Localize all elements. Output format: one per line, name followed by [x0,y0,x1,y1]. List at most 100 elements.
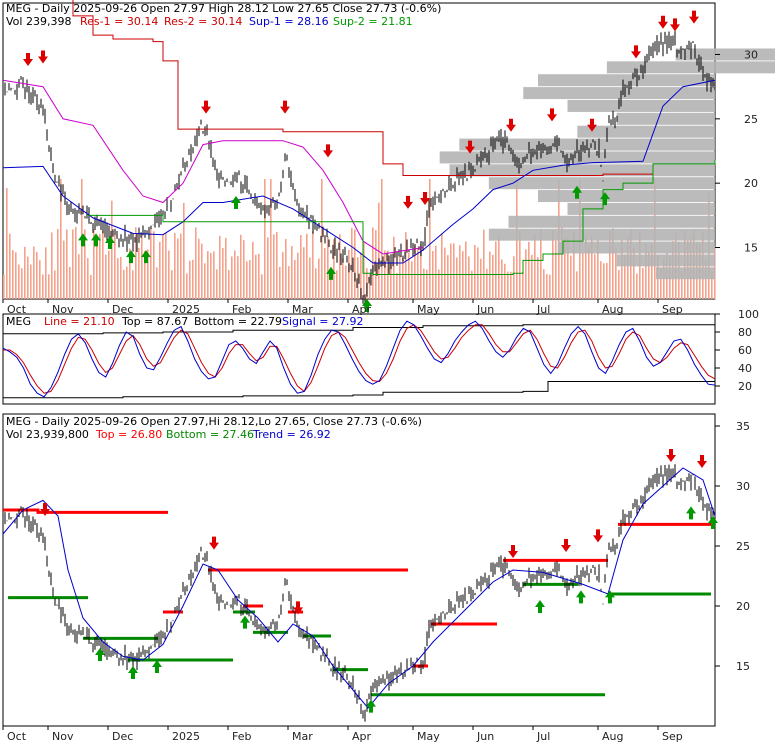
volume-bar [381,179,383,299]
volume-bar [522,271,524,299]
volume-bar [519,230,521,299]
support-2-line [88,160,716,276]
x-tick-label: Mar [292,303,313,316]
stochastic-y-tick-label: 20 [738,380,752,393]
stochastic-y-tick-label: 60 [738,344,752,357]
volume-bar [507,271,509,299]
x-tick-label: Jul [536,730,550,743]
volume-bar [120,256,122,299]
volume-bar [165,232,167,299]
volume-bar [441,233,443,299]
x-tick-label: Feb [232,303,251,316]
volume-bar [591,236,593,299]
volume-bar [474,244,476,299]
volume-bar [162,235,164,299]
volume-bar [189,260,191,299]
trend-buy-arrow [152,660,162,673]
volume-profile-bar [577,125,715,138]
volume-bar [402,258,404,299]
volume-bar [33,246,35,299]
x-tick-label: Mar [292,730,313,743]
volume-bar [48,274,50,299]
x-tick-label: Jun [476,303,494,316]
stochastic-top-label: Top = 87.67 [121,315,188,328]
volume-bar [147,249,149,299]
sell-arrow [587,118,597,132]
x-tick-label: Oct [7,303,27,316]
volume-bar [435,245,437,299]
price-y-tick-label: 25 [744,113,758,126]
trend-signal-arrows [40,449,718,713]
volume-bar [111,200,113,299]
volume-bar [264,179,266,299]
volume-bar [285,238,287,299]
volume-bar [30,264,32,299]
sell-arrow [23,53,33,67]
volume-bar [354,229,356,299]
stochastic-panel: 20 40 60 80 100 MEG Line = 21.10 Top = 87.67… [2,308,759,405]
price-y-tick-label: 20 [744,177,758,190]
volume-bar [303,247,305,299]
volume-bar [414,245,416,299]
stochastic-y-axis: 20 40 60 80 100 [715,308,759,393]
trend-sell-arrow [697,455,707,468]
volume-bar [483,229,485,299]
trend-x-axis: Oct Nov Dec 2025 Feb Mar Apr May Jun Jul Aug Sep [2,726,683,743]
volume-bar [108,250,110,299]
volume-bar [375,230,377,299]
res1-label: Res-1 = 30.14 [80,15,158,28]
volume-bar [390,262,392,299]
volume-bar [336,270,338,299]
volume-bar [42,274,44,299]
price-y-tick-label: 15 [744,242,758,255]
volume-bar [618,270,620,299]
price-y-tick-label: 30 [744,48,758,61]
x-tick-label: Jun [476,730,494,743]
volume-bar [222,248,224,299]
trend-buy-arrow [686,506,696,520]
volume-bar [636,273,638,299]
volume-bar [480,258,482,299]
volume-bar [369,274,371,299]
volume-bar [492,254,494,299]
volume-bar [297,252,299,299]
trend-volume-label: Vol 23,939,800 [6,428,89,441]
stochastic-name: MEG [6,315,31,328]
volume-bar [321,179,323,299]
volume-bar [309,257,311,299]
volume-bar [135,227,137,299]
volume-bar [357,257,359,299]
volume-bar [552,230,554,299]
trend-buy-arrow [708,516,718,529]
volume-bar [159,241,161,299]
volume-bar [351,227,353,299]
volume-bar [261,274,263,299]
volume-bar [51,232,53,299]
sell-arrow [38,50,48,64]
volume-bar [294,259,296,299]
volume-profile-bar [567,99,715,112]
price-indicator-lines [2,0,716,308]
trend-buy-arrow [535,600,545,613]
volume-bar [291,245,293,299]
stochastic-top-line [3,324,716,335]
stochastic-main-line [2,320,716,398]
stochastic-y-tick-label: 80 [738,326,752,339]
volume-bar [306,233,308,299]
volume-profile-bar [508,215,715,228]
volume-profile [439,48,775,280]
volume-bar [582,253,584,299]
buy-arrow [141,250,151,264]
stochastic-y-tick-label: 40 [738,362,752,375]
volume-bar [267,237,269,299]
volume-bar [348,249,350,299]
volume-bar [228,269,230,299]
stochastic-signal-line [3,324,716,394]
volume-bar [315,268,317,299]
volume-bar [363,241,365,299]
volume-bar [495,241,497,299]
volume-bar [501,259,503,299]
stochastic-lines [2,320,716,399]
buy-arrow [326,266,336,280]
